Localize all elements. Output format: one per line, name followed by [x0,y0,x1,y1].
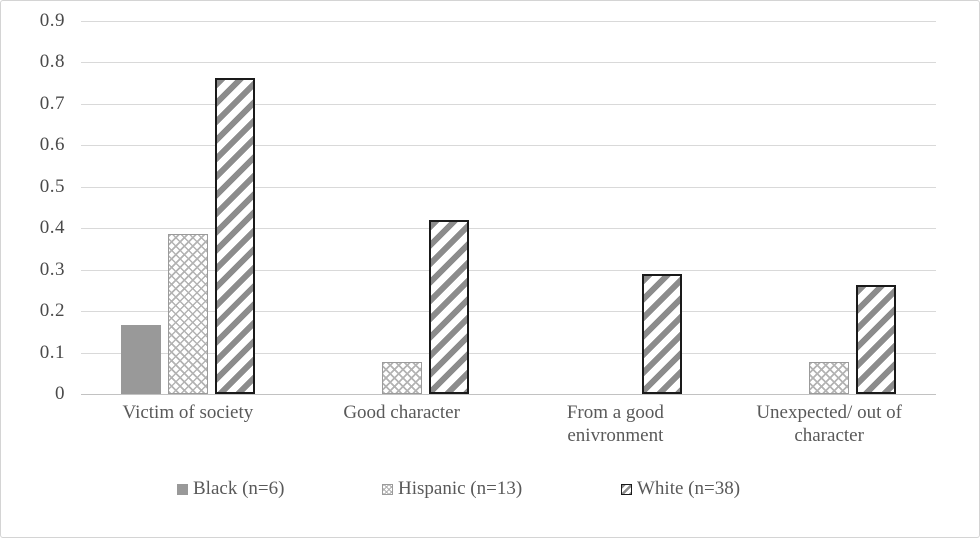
y-tick-label: 0.4 [39,217,65,239]
bar-groups [81,21,936,394]
y-tick-label: 0.2 [39,300,65,322]
gridline [81,21,936,22]
bar-hispanic-unexpected-out-of-character [809,362,850,394]
category-label-good-character: Good character [343,402,460,423]
legend-label: Black (n=6) [193,478,285,499]
x-axis-line [81,394,936,395]
gridline [81,186,936,188]
gridline [81,62,936,64]
gridline [81,269,936,271]
bar-group-victim-of-society [81,21,295,394]
gridline [81,228,936,230]
gridline [81,145,936,147]
y-axis: 0 0.1 0.2 0.3 0.4 0.5 0.6 0.7 0.8 0.9 [1,10,73,404]
y-tick-label: 0.5 [39,175,65,197]
y-tick-label: 0.6 [39,134,65,156]
y-tick-label: 0.9 [39,10,65,31]
bar-hispanic-good-character [381,362,422,394]
legend-item-hispanic: Hispanic (n=13) [382,478,522,500]
y-tick-label: 0.1 [39,341,65,363]
bar-hispanic-victim-of-society [167,234,208,394]
legend-label: Hispanic (n=13) [398,478,523,499]
bar-white-unexpected-out-of-character [856,285,897,394]
legend-swatch-crosshatch-icon [382,483,393,495]
category-label-from-a-good-enivronment: From a good enivronment [566,402,664,446]
legend: Black (n=6) Hispanic (n=13) White (n=38) [1,478,979,504]
gridline [81,352,936,354]
legend-item-black: Black (n=6) [177,478,284,500]
x-axis: Victim of society Good character From a go… [81,402,936,448]
category-label-victim-of-society: Victim of society [122,402,254,423]
legend-swatch-stripes-icon [621,483,632,495]
legend-label: White (n=38) [637,478,741,499]
y-tick-label: 0.3 [39,258,65,280]
y-tick-label: 0 [55,383,65,404]
bar-white-from-a-good-enivronment [642,274,683,394]
legend-item-white: White (n=38) [621,478,740,500]
bar-white-good-character [428,219,469,394]
category-label-unexpected-out-of-character: Unexpected/ out of character [756,402,902,446]
bar-group-unexpected-out-of-character [722,21,936,394]
y-tick-label: 0.7 [39,92,65,114]
bar-white-victim-of-society [214,77,255,394]
plot-area [81,21,936,395]
bar-group-good-character [295,21,509,394]
gridline [81,311,936,313]
legend-swatch-solid-icon [177,483,188,495]
gridlines [81,21,936,395]
bar-group-from-a-good-enivronment [509,21,723,394]
y-tick-label: 0.8 [39,51,65,73]
bar-black-victim-of-society [120,324,161,394]
gridline [81,103,936,105]
